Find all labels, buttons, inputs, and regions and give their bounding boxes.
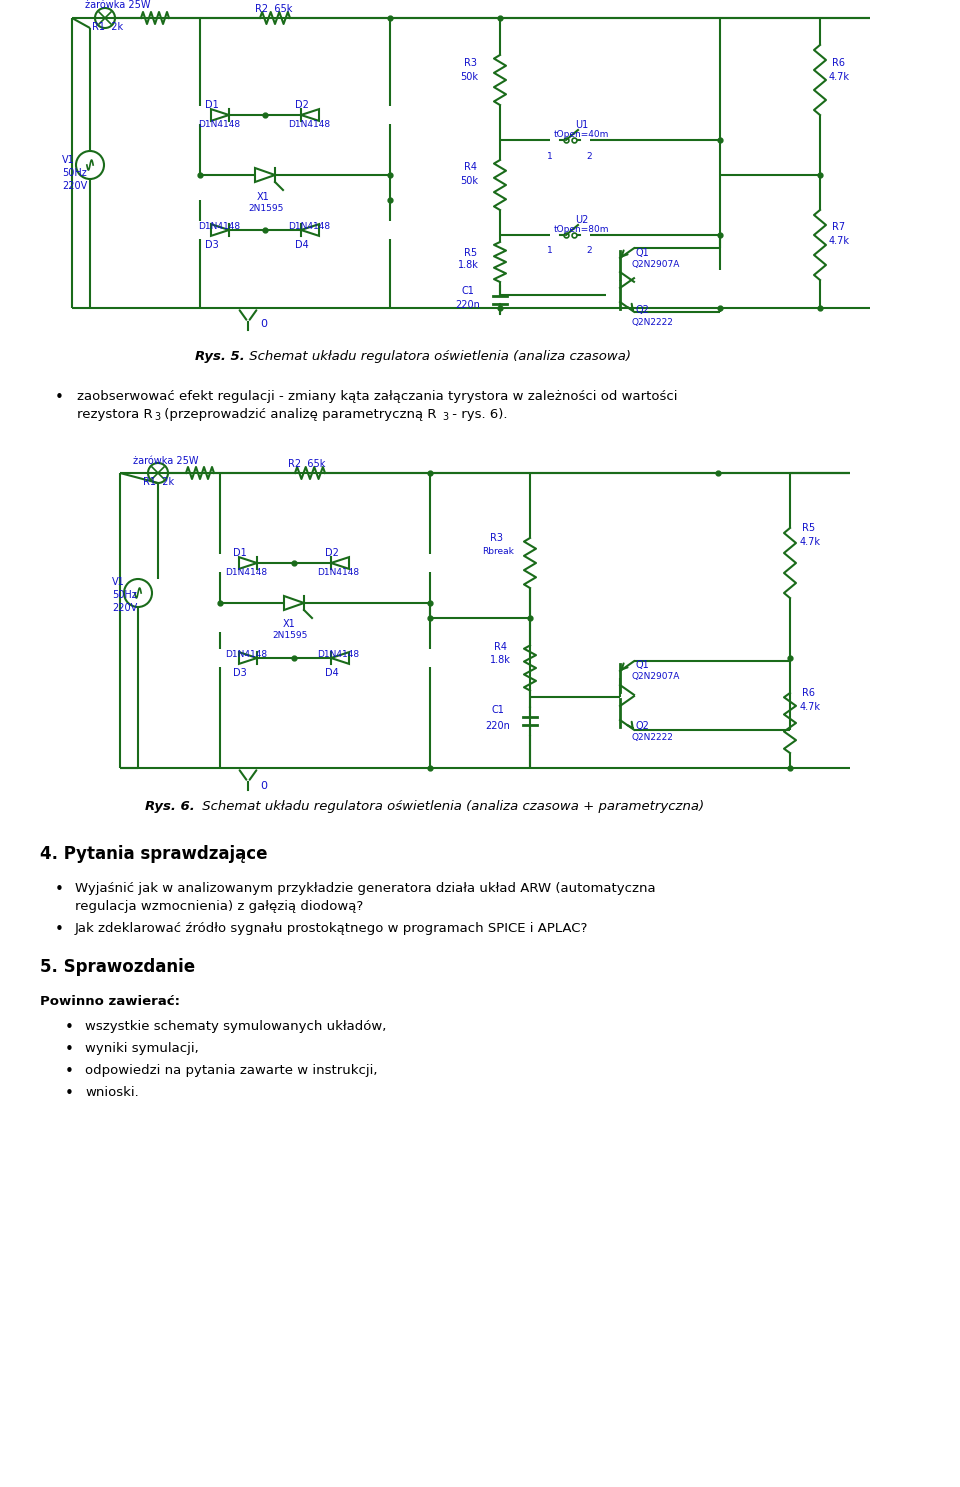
Text: 5. Sprawozdanie: 5. Sprawozdanie <box>40 958 195 975</box>
Text: D2: D2 <box>295 100 309 110</box>
Text: D1N4148: D1N4148 <box>198 120 240 129</box>
Text: - rys. 6).: - rys. 6). <box>448 407 508 421</box>
Text: Q1: Q1 <box>636 248 650 259</box>
Text: R1  2k: R1 2k <box>143 477 174 488</box>
Text: 0: 0 <box>260 781 267 791</box>
Text: R5: R5 <box>802 523 815 532</box>
Text: 2: 2 <box>586 245 591 254</box>
Text: Rys. 5.: Rys. 5. <box>195 349 245 363</box>
Text: 220n: 220n <box>455 300 480 309</box>
Text: Q2N2907A: Q2N2907A <box>632 260 681 269</box>
Text: żarówka 25W: żarówka 25W <box>85 0 151 10</box>
Text: •: • <box>65 1086 74 1100</box>
Text: zaobserwować efekt regulacji - zmiany kąta załączania tyrystora w zależności od : zaobserwować efekt regulacji - zmiany ką… <box>77 390 678 403</box>
Text: D4: D4 <box>325 668 339 678</box>
Text: R3: R3 <box>490 532 503 543</box>
Text: D3: D3 <box>205 239 219 250</box>
Text: 2N1595: 2N1595 <box>248 204 283 213</box>
Text: •: • <box>55 922 64 937</box>
Text: •: • <box>55 390 64 404</box>
Text: D1: D1 <box>205 100 219 110</box>
Text: D2: D2 <box>325 549 339 558</box>
Text: tOpen=80m: tOpen=80m <box>554 225 610 233</box>
Text: D1N4148: D1N4148 <box>288 222 330 230</box>
Text: D1N4148: D1N4148 <box>317 650 359 659</box>
Text: 2: 2 <box>586 152 591 161</box>
Text: V1: V1 <box>62 155 75 165</box>
Text: R4: R4 <box>464 162 477 172</box>
Text: odpowiedzi na pytania zawarte w instrukcji,: odpowiedzi na pytania zawarte w instrukc… <box>85 1065 377 1077</box>
Text: wyniki symulacji,: wyniki symulacji, <box>85 1042 199 1054</box>
Text: 220V: 220V <box>62 181 87 190</box>
Text: 3: 3 <box>154 412 160 422</box>
Text: 1: 1 <box>547 152 553 161</box>
Text: R6: R6 <box>832 58 845 68</box>
Text: Rbreak: Rbreak <box>482 547 514 556</box>
Text: U2: U2 <box>575 216 588 225</box>
Text: 50Hz: 50Hz <box>112 590 136 599</box>
Text: żarówka 25W: żarówka 25W <box>133 457 199 465</box>
Text: Powinno zawierać:: Powinno zawierać: <box>40 995 180 1008</box>
Text: tOpen=40m: tOpen=40m <box>554 129 610 138</box>
Text: 0: 0 <box>260 320 267 329</box>
Text: D1: D1 <box>233 549 247 558</box>
Text: D1N4148: D1N4148 <box>198 222 240 230</box>
Text: 4.7k: 4.7k <box>800 537 821 547</box>
Text: Jak zdeklarować źródło sygnału prostokątnego w programach SPICE i APLAC?: Jak zdeklarować źródło sygnału prostokąt… <box>75 922 588 935</box>
Text: wszystkie schematy symulowanych układów,: wszystkie schematy symulowanych układów, <box>85 1020 386 1033</box>
Text: D4: D4 <box>295 239 309 250</box>
Text: Q2: Q2 <box>636 721 650 732</box>
Text: 1.8k: 1.8k <box>458 260 479 271</box>
Text: 50k: 50k <box>460 175 478 186</box>
Text: Schemat układu regulatora oświetlenia (analiza czasowa + parametryczna): Schemat układu regulatora oświetlenia (a… <box>198 800 704 813</box>
Text: 4. Pytania sprawdzające: 4. Pytania sprawdzające <box>40 845 268 862</box>
Text: 1.8k: 1.8k <box>490 654 511 665</box>
Text: Q2N2222: Q2N2222 <box>632 733 674 742</box>
Text: 50k: 50k <box>460 71 478 82</box>
Text: 220n: 220n <box>485 721 510 732</box>
Text: Q2N2222: Q2N2222 <box>632 318 674 327</box>
Text: 2N1595: 2N1595 <box>272 630 307 639</box>
Text: 220V: 220V <box>112 604 137 613</box>
Text: •: • <box>65 1020 74 1035</box>
Text: X1: X1 <box>257 192 270 202</box>
Text: C1: C1 <box>492 705 505 715</box>
Text: R1  2k: R1 2k <box>92 22 123 33</box>
Text: 4.7k: 4.7k <box>800 702 821 712</box>
Text: Q2: Q2 <box>636 305 650 315</box>
Text: R5: R5 <box>464 248 477 259</box>
Text: 3: 3 <box>442 412 448 422</box>
Text: 1: 1 <box>547 245 553 254</box>
Text: D1N4148: D1N4148 <box>225 568 267 577</box>
Text: R7: R7 <box>832 222 845 232</box>
Text: Wyjaśnić jak w analizowanym przykładzie generatora działa układ ARW (automatyczn: Wyjaśnić jak w analizowanym przykładzie … <box>75 882 656 895</box>
Text: Schemat układu regulatora oświetlenia (analiza czasowa): Schemat układu regulatora oświetlenia (a… <box>245 349 631 363</box>
Text: R2  65k: R2 65k <box>255 4 293 13</box>
Text: wnioski.: wnioski. <box>85 1086 139 1099</box>
Text: 4.7k: 4.7k <box>829 236 850 245</box>
Text: C1: C1 <box>462 286 475 296</box>
Text: V1: V1 <box>112 577 125 587</box>
Text: 50Hz: 50Hz <box>62 168 86 178</box>
Text: regulacja wzmocnienia) z gałęzią diodową?: regulacja wzmocnienia) z gałęzią diodową… <box>75 900 363 913</box>
Text: X1: X1 <box>283 619 296 629</box>
Text: D3: D3 <box>233 668 247 678</box>
Text: Q1: Q1 <box>636 660 650 671</box>
Text: (przeprowadzić analizę parametryczną R: (przeprowadzić analizę parametryczną R <box>160 407 437 421</box>
Text: Q2N2907A: Q2N2907A <box>632 672 681 681</box>
Text: D1N4148: D1N4148 <box>317 568 359 577</box>
Text: rezystora R: rezystora R <box>77 407 153 421</box>
Text: 4.7k: 4.7k <box>829 71 850 82</box>
Text: •: • <box>65 1042 74 1057</box>
Text: R4: R4 <box>494 642 507 651</box>
Text: D1N4148: D1N4148 <box>288 120 330 129</box>
Text: D1N4148: D1N4148 <box>225 650 267 659</box>
Text: •: • <box>65 1065 74 1080</box>
Text: R3: R3 <box>464 58 477 68</box>
Text: Rys. 6.: Rys. 6. <box>145 800 195 813</box>
Text: •: • <box>55 882 64 897</box>
Text: R6: R6 <box>802 688 815 697</box>
Text: U1: U1 <box>575 120 588 129</box>
Text: R2  65k: R2 65k <box>288 459 325 468</box>
